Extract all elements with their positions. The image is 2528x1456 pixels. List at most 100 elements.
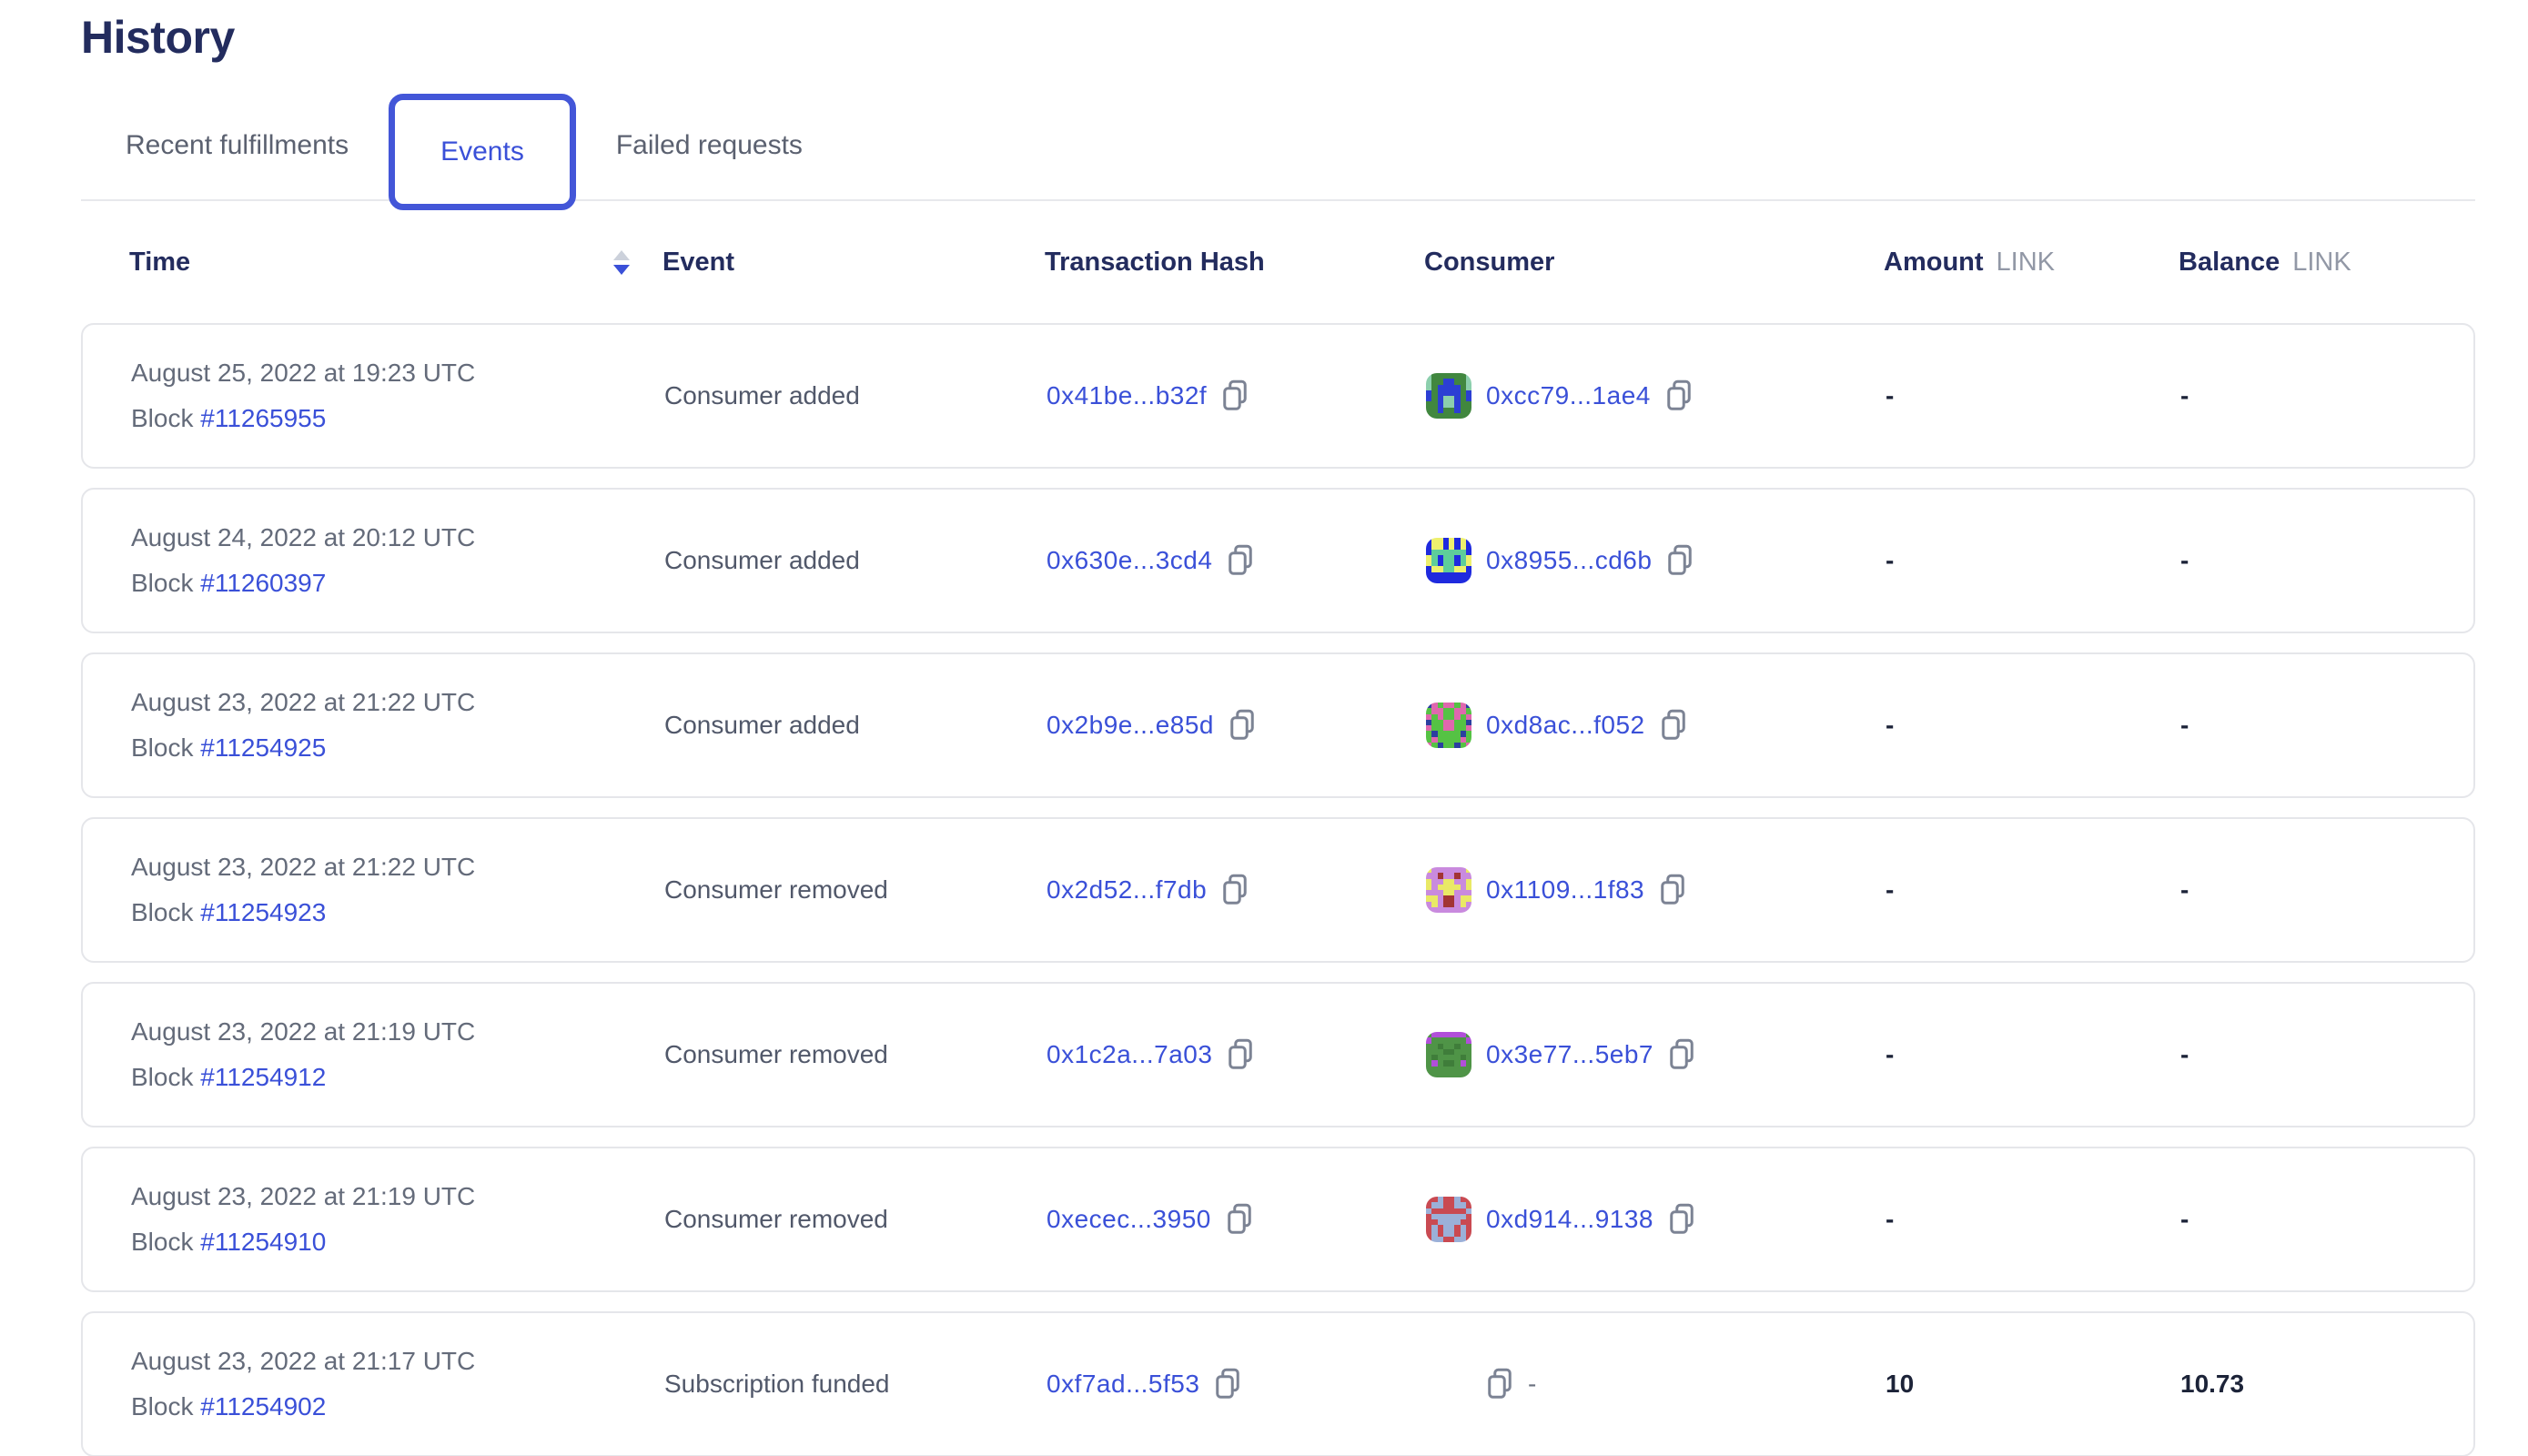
event-timestamp: August 25, 2022 at 19:23 UTC — [131, 359, 476, 387]
event-rows: August 25, 2022 at 19:23 UTC Block #1126… — [81, 323, 2475, 1456]
event-timestamp: August 24, 2022 at 20:12 UTC — [131, 523, 476, 551]
time-cell: August 23, 2022 at 21:17 UTC Block #1125… — [131, 1349, 664, 1420]
time-cell: August 23, 2022 at 21:19 UTC Block #1125… — [131, 1184, 664, 1255]
consumer-address-link[interactable]: 0xd8ac...f052 — [1486, 711, 1645, 739]
column-header-consumer: Consumer — [1424, 247, 1555, 277]
balance-value: 10.73 — [2180, 1370, 2245, 1398]
copy-icon[interactable] — [1660, 709, 1687, 742]
block-label: Block — [131, 1392, 194, 1421]
sort-asc-arrow — [613, 249, 630, 260]
transaction-hash-cell: 0x2d52...f7db — [1047, 874, 1426, 906]
consumer-cell: 0xd914...9138 — [1426, 1197, 1886, 1242]
consumer-address-link[interactable]: 0xd914...9138 — [1486, 1205, 1653, 1233]
amount-value: - — [1886, 1040, 1895, 1068]
history-page: History Recent fulfillments Events Failed … — [0, 15, 2528, 1456]
event-type: Consumer added — [664, 381, 860, 410]
copy-icon[interactable] — [1227, 544, 1254, 577]
amount-value: 10 — [1886, 1370, 1915, 1398]
balance-value: - — [2180, 546, 2189, 574]
block-number-link[interactable]: #11254910 — [200, 1228, 327, 1256]
copy-icon[interactable] — [1659, 874, 1686, 906]
event-row: August 23, 2022 at 21:17 UTC Block #1125… — [81, 1311, 2475, 1456]
transaction-hash-cell: 0x2b9e...e85d — [1047, 709, 1426, 742]
column-header-balance: Balance LINK — [2179, 247, 2351, 277]
block-number-link[interactable]: #11254925 — [200, 733, 327, 762]
event-type: Consumer removed — [664, 1040, 888, 1068]
block-label: Block — [131, 1228, 194, 1256]
transaction-hash-link[interactable]: 0x2b9e...e85d — [1047, 711, 1214, 739]
copy-icon[interactable] — [1214, 1368, 1241, 1400]
time-cell: August 23, 2022 at 21:22 UTC Block #1125… — [131, 690, 664, 761]
event-timestamp: August 23, 2022 at 21:19 UTC — [131, 1182, 476, 1210]
sort-descending-icon[interactable] — [613, 249, 630, 275]
event-row: August 23, 2022 at 21:19 UTC Block #1125… — [81, 1147, 2475, 1292]
column-header-time[interactable]: Time — [129, 248, 662, 278]
transaction-hash-cell: 0xecec...3950 — [1047, 1203, 1426, 1236]
consumer-identicon — [1426, 1032, 1471, 1077]
copy-icon[interactable] — [1221, 379, 1249, 412]
balance-unit-label: LINK — [2292, 247, 2351, 277]
balance-value: - — [2180, 1205, 2189, 1233]
consumer-cell: 0x8955...cd6b — [1426, 538, 1886, 583]
time-cell: August 23, 2022 at 21:19 UTC Block #1125… — [131, 1019, 664, 1090]
tab-recent-fulfillments[interactable]: Recent fulfillments — [126, 129, 349, 160]
event-row: August 23, 2022 at 21:22 UTC Block #1125… — [81, 817, 2475, 963]
transaction-hash-link[interactable]: 0x630e...3cd4 — [1047, 546, 1213, 574]
consumer-cell: 0x3e77...5eb7 — [1426, 1032, 1886, 1077]
transaction-hash-cell: 0x41be...b32f — [1047, 379, 1426, 412]
time-cell: August 24, 2022 at 20:12 UTC Block #1126… — [131, 525, 664, 596]
transaction-hash-link[interactable]: 0xf7ad...5f53 — [1047, 1370, 1200, 1398]
tab-failed-requests[interactable]: Failed requests — [615, 129, 803, 160]
consumer-empty-dash: - — [1528, 1370, 1537, 1398]
amount-value: - — [1886, 546, 1895, 574]
copy-icon[interactable] — [1668, 1038, 1695, 1071]
block-line: Block #11254910 — [131, 1229, 664, 1255]
amount-unit-label: LINK — [1996, 247, 2056, 277]
copy-icon[interactable] — [1229, 709, 1256, 742]
transaction-hash-link[interactable]: 0x41be...b32f — [1047, 381, 1208, 410]
column-header-transaction-hash: Transaction Hash — [1045, 247, 1265, 277]
consumer-address-link[interactable]: 0xcc79...1ae4 — [1486, 381, 1651, 410]
copy-icon[interactable] — [1668, 1203, 1695, 1236]
event-type: Consumer added — [664, 711, 860, 739]
consumer-cell: - — [1426, 1361, 1886, 1407]
transaction-hash-link[interactable]: 0xecec...3950 — [1047, 1205, 1211, 1233]
block-number-link[interactable]: #11254923 — [200, 898, 327, 926]
block-number-link[interactable]: #11265955 — [200, 404, 327, 432]
block-label: Block — [131, 898, 194, 926]
copy-icon[interactable] — [1665, 379, 1693, 412]
copy-icon[interactable] — [1221, 874, 1249, 906]
block-label: Block — [131, 569, 194, 597]
transaction-hash-cell: 0x1c2a...7a03 — [1047, 1038, 1426, 1071]
consumer-cell: 0xd8ac...f052 — [1426, 703, 1886, 748]
transaction-hash-cell: 0x630e...3cd4 — [1047, 544, 1426, 577]
column-header-event: Event — [662, 247, 734, 277]
copy-icon[interactable] — [1486, 1368, 1513, 1400]
event-row: August 23, 2022 at 21:19 UTC Block #1125… — [81, 982, 2475, 1127]
consumer-address-link[interactable]: 0x8955...cd6b — [1486, 546, 1653, 574]
block-number-link[interactable]: #11254912 — [200, 1063, 327, 1091]
consumer-address-link[interactable]: 0x1109...1f83 — [1486, 875, 1645, 904]
block-number-link[interactable]: #11260397 — [200, 569, 327, 597]
transaction-hash-cell: 0xf7ad...5f53 — [1047, 1368, 1426, 1400]
block-line: Block #11265955 — [131, 406, 664, 431]
transaction-hash-link[interactable]: 0x2d52...f7db — [1047, 875, 1208, 904]
block-number-link[interactable]: #11254902 — [200, 1392, 327, 1421]
consumer-cell: 0x1109...1f83 — [1426, 867, 1886, 913]
consumer-identicon — [1426, 373, 1471, 419]
copy-icon[interactable] — [1666, 544, 1694, 577]
transaction-hash-link[interactable]: 0x1c2a...7a03 — [1047, 1040, 1213, 1068]
copy-icon[interactable] — [1226, 1203, 1253, 1236]
amount-value: - — [1886, 711, 1895, 739]
tab-events[interactable]: Events — [389, 94, 576, 210]
consumer-address-link[interactable]: 0x3e77...5eb7 — [1486, 1040, 1653, 1068]
tabs: Recent fulfillments Events Failed requests — [81, 91, 2475, 210]
copy-icon[interactable] — [1227, 1038, 1254, 1071]
block-line: Block #11254912 — [131, 1065, 664, 1090]
block-line: Block #11254902 — [131, 1394, 664, 1420]
event-timestamp: August 23, 2022 at 21:22 UTC — [131, 688, 476, 716]
consumer-identicon — [1426, 1361, 1471, 1407]
consumer-identicon — [1426, 1197, 1471, 1242]
block-label: Block — [131, 404, 194, 432]
block-label: Block — [131, 1063, 194, 1091]
